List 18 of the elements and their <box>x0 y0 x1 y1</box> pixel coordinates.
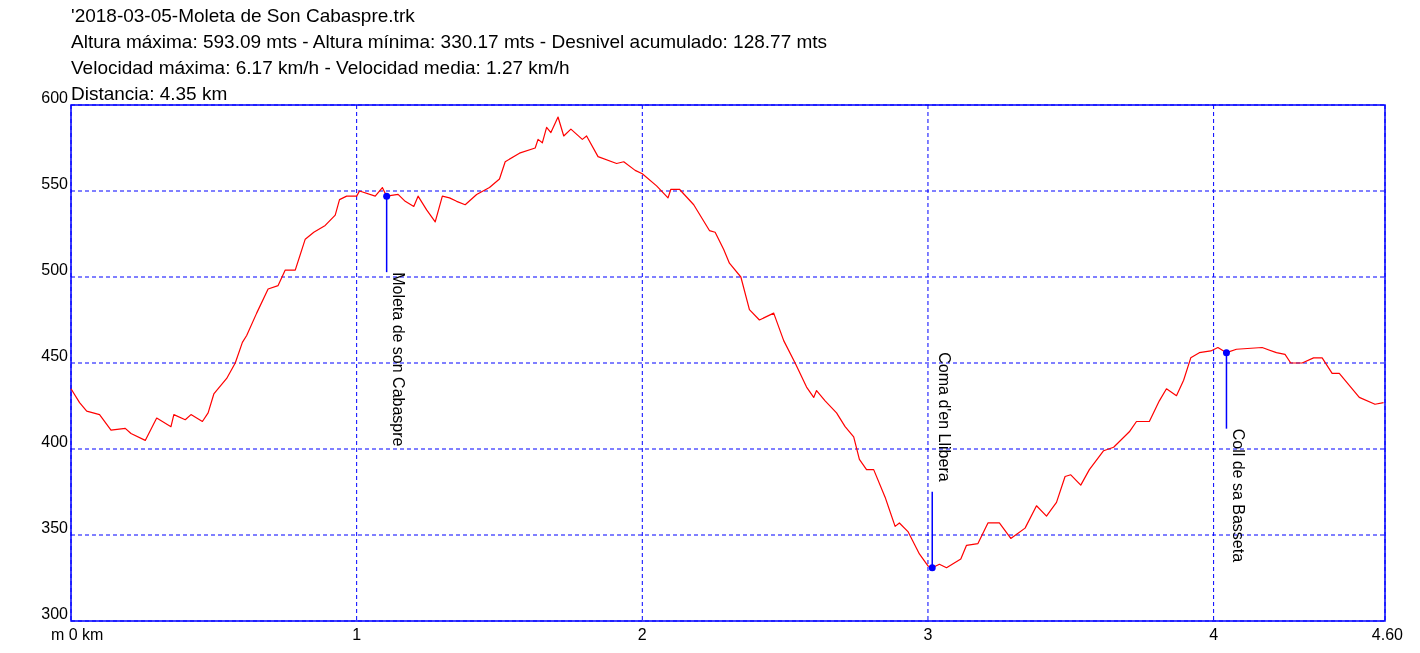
chart-title: '2018-03-05-Moleta de Son Cabaspre.trk <box>71 5 416 26</box>
y-tick-label: 550 <box>41 175 69 192</box>
y-tick-label: 300 <box>41 605 69 622</box>
x-tick-label: m 0 km <box>51 626 104 643</box>
x-tick-label: 1 <box>352 626 362 643</box>
annotation: Coll de sa Basseta <box>1230 428 1248 563</box>
annotation: Coma d'en Llibera <box>935 352 953 482</box>
y-tick-label: 400 <box>41 433 69 450</box>
chart-subtitle: Altura máxima: 593.09 mts - Altura mínima: 330.17 mts - Desnivel acumulado: 128.77 mts Velocidad máxima: 6.17 km/h - Velocidad media: 1.27 km/h Distancia: 4.35 km <box>71 31 828 104</box>
x-tick-label: 2 <box>637 626 647 643</box>
x-tick-label: 3 <box>923 626 933 643</box>
x-tick-label: 4.60 <box>1371 626 1404 643</box>
y-tick-label: 600 <box>41 89 69 106</box>
y-tick-label: 500 <box>41 261 69 278</box>
y-tick-label: 350 <box>41 519 69 536</box>
x-tick-label: 4 <box>1209 626 1219 643</box>
y-tick-label: 450 <box>41 347 69 364</box>
annotation: Moleta de son Cabaspre <box>390 272 408 447</box>
